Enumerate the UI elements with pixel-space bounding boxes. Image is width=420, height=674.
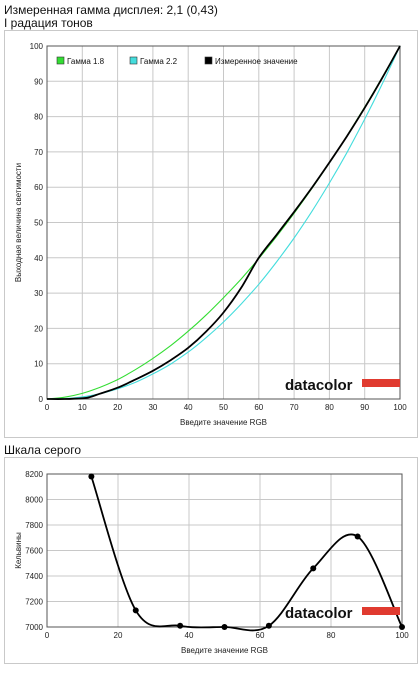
- grayscale-title: Шкала серого: [4, 443, 82, 457]
- x-tick-label: 100: [395, 631, 409, 640]
- x-tick-label: 50: [219, 403, 228, 412]
- grayscale-chart: 7000 7200 7400 7600 7800 8000 8200 0 20 40 60 80 100…: [14, 470, 409, 655]
- legend-label: Гамма 2.2: [140, 57, 178, 66]
- x-tick-label: 80: [327, 631, 336, 640]
- y-axis-label: Кельвины: [14, 532, 23, 569]
- x-tick-label: 70: [290, 403, 299, 412]
- y-axis-label: Выходная величина светимости: [14, 163, 23, 282]
- tone-caption: I радация тонов: [4, 16, 93, 30]
- y-tick-label: 8200: [25, 470, 43, 479]
- y-tick-label: 7400: [25, 572, 43, 581]
- y-tick-label: 60: [34, 183, 43, 192]
- y-tick-label: 100: [30, 42, 44, 51]
- grayscale-chart-panel: 7000 7200 7400 7600 7800 8000 8200 0 20 40 60 80 100…: [4, 457, 418, 664]
- x-tick-label: 40: [185, 631, 194, 640]
- x-tick-label: 0: [45, 403, 50, 412]
- data-point: [88, 473, 95, 480]
- plot-frame: [46, 45, 401, 400]
- data-point: [399, 624, 405, 630]
- y-tick-label: 10: [34, 360, 43, 369]
- tone-response-chart: 0 10 20 30 40 50 60 70 80 90 100 0 10 20 30 40 50 60 70 80 9…: [14, 42, 407, 427]
- x-tick-label: 0: [45, 631, 50, 640]
- legend-label: Гамма 1.8: [67, 57, 105, 66]
- data-point: [310, 565, 317, 572]
- datacolor-logo-bar: [362, 607, 400, 615]
- tone-chart-panel: 0 10 20 30 40 50 60 70 80 90 100 0 10 20 30 40 50 60 70 80 9…: [4, 30, 418, 438]
- x-tick-label: 20: [113, 403, 122, 412]
- y-tick-label: 7600: [25, 547, 43, 556]
- x-tick-label: 20: [114, 631, 123, 640]
- x-axis-label: Введите значение RGB: [181, 646, 268, 655]
- datacolor-logo-bar: [362, 379, 400, 387]
- legend-label: Измеренное значение: [215, 57, 298, 66]
- data-point: [354, 533, 361, 540]
- y-tick-label: 7800: [25, 521, 43, 530]
- x-tick-label: 10: [78, 403, 87, 412]
- data-point: [265, 622, 272, 629]
- x-tick-label: 60: [254, 403, 263, 412]
- x-tick-label: 30: [148, 403, 157, 412]
- x-tick-label: 40: [184, 403, 193, 412]
- legend-swatch: [56, 56, 65, 65]
- y-tick-label: 80: [34, 113, 43, 122]
- y-tick-label: 7000: [25, 623, 43, 632]
- x-tick-label: 80: [325, 403, 334, 412]
- y-tick-label: 50: [34, 219, 43, 228]
- data-point: [177, 622, 184, 629]
- x-tick-label: 90: [360, 403, 369, 412]
- data-point: [221, 624, 228, 630]
- y-tick-label: 8000: [25, 496, 43, 505]
- legend-swatch: [129, 56, 138, 65]
- y-tick-label: 0: [39, 395, 44, 404]
- datacolor-logo-text: datacolor: [285, 377, 353, 394]
- x-tick-label: 60: [256, 631, 265, 640]
- gamma-caption: Измеренная гамма дисплея: 2,1 (0,43): [4, 3, 218, 17]
- y-tick-label: 70: [34, 148, 43, 157]
- y-tick-label: 90: [34, 77, 43, 86]
- data-point: [132, 607, 139, 614]
- y-tick-label: 40: [34, 254, 43, 263]
- x-axis-label: Введите значение RGB: [180, 418, 267, 427]
- series-line: [46, 45, 401, 400]
- legend-swatch: [204, 56, 213, 65]
- y-tick-label: 20: [34, 324, 43, 333]
- y-tick-label: 7200: [25, 598, 43, 607]
- x-tick-label: 100: [393, 403, 407, 412]
- y-tick-label: 30: [34, 289, 43, 298]
- datacolor-logo-text: datacolor: [285, 605, 353, 622]
